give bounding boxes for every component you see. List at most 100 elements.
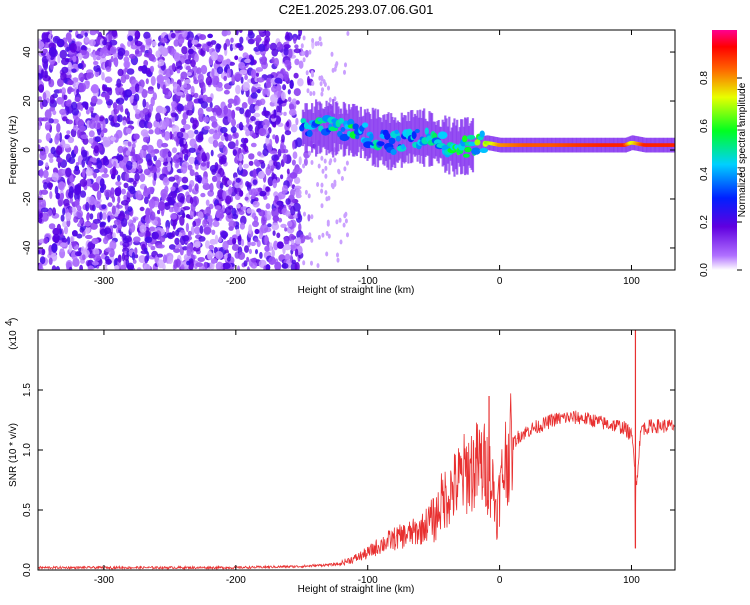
spectrogram-cell <box>246 256 250 263</box>
spectrogram-cell <box>281 263 289 269</box>
spectrogram-cell <box>184 79 191 84</box>
spectrogram-cell <box>218 141 224 149</box>
spectrogram-cell <box>150 96 155 107</box>
spectrogram-cell <box>290 188 295 198</box>
spectrogram-cell <box>143 168 151 176</box>
spectrogram-cell <box>105 66 112 72</box>
spectrogram-cell <box>328 160 332 166</box>
spectrogram-cell <box>101 212 107 220</box>
spectrogram-cell <box>141 144 149 151</box>
spectrogram-cell <box>215 43 221 53</box>
spectrogram-cell <box>294 261 300 270</box>
snr-scale-close: ) <box>8 318 19 321</box>
spectrogram-cell <box>104 76 113 83</box>
spectrogram-cell <box>175 229 180 236</box>
spectrogram-cell <box>344 62 347 68</box>
spectrogram-x-label: Height of straight line (km) <box>298 285 415 296</box>
spectrogram-cell <box>81 246 85 255</box>
spectrogram-ridge-halo <box>365 112 368 157</box>
spectrogram-cell <box>168 90 172 97</box>
spectrogram-cell <box>160 37 168 44</box>
spectrogram-cell <box>38 139 42 144</box>
spectrogram-cell <box>197 107 204 118</box>
spectrogram-cell <box>84 221 92 227</box>
spectrogram-x-tick-label: -200 <box>226 276 246 287</box>
spectrogram-cell <box>330 51 334 57</box>
snr-series <box>38 330 675 570</box>
spectrogram-cell <box>161 128 166 138</box>
spectrogram-cell <box>103 50 112 56</box>
spectrogram-cell <box>81 149 88 158</box>
spectrogram-cell <box>155 159 162 168</box>
spectrogram-cell <box>173 248 181 254</box>
spectrogram-cell <box>318 36 322 42</box>
spectrogram-cell <box>223 132 228 137</box>
spectrogram-cell <box>233 98 238 107</box>
spectrogram-cell <box>321 232 325 238</box>
spectrogram-cell <box>163 131 171 141</box>
spectrogram-cell <box>76 205 81 210</box>
snr-x-tick-label: 0 <box>497 575 503 586</box>
spectrogram-cell <box>38 41 45 49</box>
spectrogram-cell <box>48 182 53 191</box>
spectrogram-cell <box>211 229 216 235</box>
spectrogram-ridge-cell <box>471 147 481 155</box>
spectrogram-cell <box>77 63 84 69</box>
spectrogram-cell <box>186 248 191 257</box>
spectrogram-cell <box>59 192 64 200</box>
spectrogram-cell <box>82 254 86 261</box>
spectrogram-cell <box>103 266 108 270</box>
spectrogram-cell <box>190 201 196 212</box>
spectrogram-cell <box>310 237 314 243</box>
spectrogram-cell <box>346 232 349 238</box>
spectrogram-cell <box>302 35 306 41</box>
spectrogram-ridge-cell <box>340 127 346 132</box>
spectrogram-ridge-cell <box>437 131 448 139</box>
spectrogram-cell <box>252 132 257 139</box>
spectrogram-cell <box>258 209 266 217</box>
spectrogram-ridge-cell <box>394 129 400 135</box>
spectrogram-cell <box>162 149 168 160</box>
spectrogram-cell <box>200 64 208 75</box>
spectrogram-cell <box>48 79 55 88</box>
spectrogram-cell <box>241 102 248 109</box>
spectrogram-cell <box>239 69 248 75</box>
spectrogram-cell <box>139 173 146 183</box>
spectrogram-cell <box>265 203 271 210</box>
spectrogram-cell <box>195 163 199 170</box>
spectrogram-cell <box>304 49 309 58</box>
spectrogram-cell <box>195 175 200 182</box>
spectrogram-cell <box>235 139 239 147</box>
spectrogram-x-ticks: -300 -200 -100 0 100 <box>94 30 640 287</box>
spectrogram-cell <box>181 264 185 270</box>
spectrogram-cell <box>74 165 80 171</box>
spectrogram-cell <box>166 232 173 238</box>
spectrogram-cell <box>173 39 179 47</box>
spectrogram-cell <box>63 225 69 235</box>
spectrogram-cell <box>107 215 111 223</box>
spectrogram-cell <box>230 126 237 134</box>
spectrogram-cell <box>238 30 243 33</box>
spectrogram-ridge-cell <box>339 133 350 142</box>
spectrogram-x-tick-label: 0 <box>497 276 503 287</box>
spectrogram-cell <box>255 249 258 255</box>
spectrogram-cell <box>94 199 98 205</box>
spectrogram-cell <box>157 59 165 67</box>
spectrogram-ridge-cell <box>390 149 397 155</box>
spectrogram-cell <box>205 199 210 206</box>
spectrogram-cell <box>280 174 284 180</box>
spectrogram-cell <box>223 89 230 95</box>
spectrogram-cell <box>96 190 102 201</box>
spectrogram-cell <box>176 91 184 96</box>
spectrogram-cell <box>254 237 259 243</box>
spectrogram-cell <box>180 127 186 133</box>
spectrogram-cell <box>71 206 76 213</box>
spectrogram-cell <box>200 192 206 198</box>
spectrogram-cell <box>80 30 85 36</box>
spectrogram-cell <box>167 162 172 172</box>
spectrogram-cell <box>282 153 287 163</box>
spectrogram-ridge-cell <box>466 134 476 140</box>
spectrogram-cell <box>64 135 69 140</box>
spectrogram-cell <box>143 136 150 143</box>
